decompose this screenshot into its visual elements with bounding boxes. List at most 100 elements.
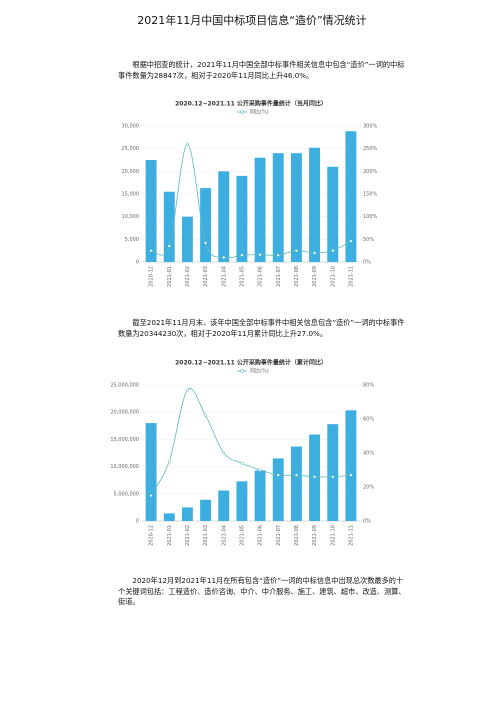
y2-tick-label: 0% — [363, 519, 371, 525]
y2-tick-label: 150% — [363, 192, 378, 198]
x-tick-label: 2021-06 — [258, 525, 264, 546]
point — [276, 253, 280, 257]
y-tick-label: 0 — [136, 260, 139, 266]
point — [167, 244, 171, 248]
bar — [309, 147, 321, 262]
y-tick-label: 20,000,000 — [110, 410, 139, 416]
x-tick-label: 2021-02 — [185, 266, 191, 287]
y2-tick-label: 50% — [363, 237, 374, 243]
y-tick-label: 15,000,000 — [110, 437, 139, 443]
bar — [163, 191, 175, 262]
legend-label: 同比(%) — [250, 368, 269, 375]
x-tick-label: 2021-01 — [167, 266, 173, 287]
x-tick-label: 2021-05 — [239, 525, 245, 546]
bar — [163, 513, 175, 521]
bar — [200, 499, 212, 521]
y2-tick-label: 250% — [363, 146, 378, 152]
y2-tick-label: 0% — [363, 260, 371, 266]
doc-title: 2021年11月中国中标项目信息“造价”情况统计 — [137, 14, 367, 27]
x-tick-label: 2021-02 — [185, 525, 191, 546]
point — [185, 388, 189, 392]
legend-marker — [240, 369, 244, 373]
x-tick-label: 2021-01 — [167, 525, 173, 546]
chart: 2020.12~2021.11 公开采购事件量统计（累计同比）同比(%) 0 5,0… — [110, 359, 374, 546]
point — [331, 249, 335, 253]
line — [150, 143, 352, 259]
point — [167, 459, 171, 464]
bar — [200, 188, 212, 262]
x-tick-label: 2021-04 — [221, 266, 227, 287]
point — [258, 253, 262, 257]
bar — [145, 160, 157, 262]
paragraph: 根据中招查的统计，2021年11月中国全部中标事件相关信息中包含“造价”一词的中… — [118, 60, 405, 80]
bar — [145, 423, 157, 521]
x-tick-label: 2021-04 — [221, 525, 227, 546]
bar — [218, 490, 230, 521]
point — [331, 475, 335, 479]
point — [240, 253, 244, 257]
x-tick-label: 2021-08 — [294, 266, 300, 287]
bar — [254, 157, 266, 262]
chart: 2020.12~2021.11 公开采购事件量统计（当月同比）同比(%) 0 5,0… — [122, 100, 378, 287]
y2-tick-label: 200% — [363, 169, 378, 175]
x-tick-label: 2020-12 — [149, 525, 155, 546]
x-tick-label: 2021-08 — [294, 525, 300, 546]
bar — [327, 166, 339, 262]
y-tick-label: 25,000,000 — [110, 383, 139, 389]
point — [149, 249, 153, 253]
bar — [181, 216, 193, 262]
x-tick-label: 2020-12 — [149, 266, 155, 287]
bar — [290, 446, 302, 521]
point — [204, 241, 208, 245]
bar — [272, 153, 284, 262]
bar — [327, 424, 339, 521]
legend-label: 同比(%) — [250, 109, 269, 116]
y-tick-label: 5,000,000 — [114, 491, 139, 497]
point — [313, 251, 317, 255]
bar — [236, 175, 248, 262]
bar — [272, 458, 284, 521]
point — [258, 468, 262, 472]
x-tick-label: 2021-11 — [348, 266, 354, 287]
x-tick-label: 2021-03 — [203, 525, 209, 546]
y2-tick-label: 300% — [363, 124, 378, 130]
y2-tick-label: 80% — [363, 383, 374, 389]
y2-tick-label: 60% — [363, 417, 374, 423]
x-tick-label: 2021-09 — [312, 525, 318, 546]
x-tick-label: 2021-10 — [330, 266, 336, 287]
y2-tick-label: 20% — [363, 485, 374, 491]
x-tick-label: 2021-07 — [276, 525, 282, 546]
y2-tick-label: 100% — [363, 214, 378, 220]
x-tick-label: 2021-10 — [330, 525, 336, 546]
x-tick-label: 2021-05 — [239, 266, 245, 287]
bar — [218, 171, 230, 262]
point — [294, 249, 298, 253]
y-tick-label: 5,000 — [125, 237, 139, 243]
x-tick-label: 2021-09 — [312, 266, 318, 287]
point — [349, 473, 353, 477]
y-tick-label: 20,000 — [122, 169, 140, 175]
bar — [254, 470, 266, 521]
chart-title: 2020.12~2021.11 公开采购事件量统计（累计同比） — [175, 359, 327, 367]
point — [185, 142, 189, 146]
point — [240, 461, 244, 465]
line — [150, 388, 351, 496]
paragraph: 截至2021年11月月末，该年中国全部中标事件中相关信息包含“造价”一词的中标事… — [118, 318, 405, 338]
y-tick-label: 15,000 — [122, 192, 140, 198]
x-tick-label: 2021-06 — [258, 266, 264, 287]
bar — [345, 131, 357, 262]
legend-marker — [240, 110, 244, 114]
bar — [181, 507, 193, 521]
x-tick-label: 2021-11 — [348, 525, 354, 546]
y-tick-label: 10,000,000 — [110, 464, 139, 470]
y-tick-label: 25,000 — [122, 146, 140, 152]
y2-tick-label: 40% — [363, 451, 374, 457]
point — [313, 475, 317, 479]
point — [222, 255, 226, 260]
y-tick-label: 0 — [136, 519, 139, 525]
y-tick-label: 10,000 — [122, 214, 140, 220]
chart-title: 2020.12~2021.11 公开采购事件量统计（当月同比） — [175, 100, 327, 108]
point — [294, 473, 298, 477]
x-tick-label: 2021-07 — [276, 266, 282, 287]
x-tick-label: 2021-03 — [203, 266, 209, 287]
